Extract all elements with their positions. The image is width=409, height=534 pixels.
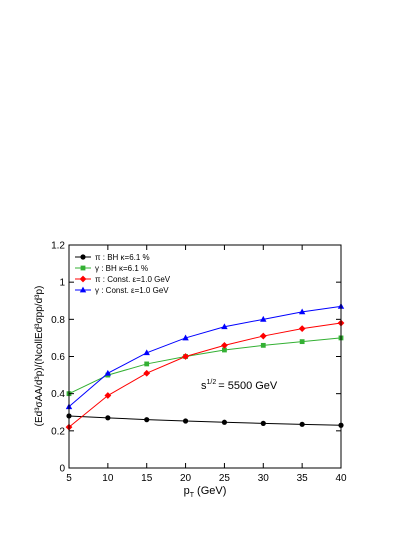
- data-point-s2-1: [104, 392, 112, 399]
- data-point-s0-6: [299, 421, 305, 427]
- data-point-s3-4: [221, 323, 228, 330]
- data-point-s2-6: [298, 325, 306, 333]
- data-point-s1-6: [299, 339, 305, 345]
- y-tick-label: 0.6: [51, 352, 65, 363]
- legend-label-2: π : Const. ε=1.0 GeV: [95, 275, 171, 284]
- legend-marker-0: [80, 254, 86, 260]
- energy-annotation-rest: = 5500 GeV: [218, 380, 278, 392]
- data-point-s1-2: [144, 361, 150, 367]
- series-line-3: [68, 305, 342, 408]
- x-tick-label: 35: [297, 473, 309, 484]
- x-axis-label-sub: T: [190, 492, 195, 499]
- x-tick-label: 20: [180, 473, 192, 484]
- energy-annotation-base: s: [201, 380, 207, 392]
- legend-marker-1: [80, 265, 86, 271]
- x-tick-label: 10: [102, 473, 114, 484]
- legend-label-1: γ : BH κ=6.1 %: [95, 264, 148, 273]
- data-point-s3-6: [298, 308, 306, 315]
- legend-label-3: γ : Const. ε=1.0 GeV: [95, 286, 169, 295]
- data-point-s0-3: [182, 418, 189, 424]
- data-point-s3-2: [143, 349, 150, 356]
- data-point-s2-2: [143, 369, 151, 377]
- series-line-1: [68, 337, 342, 395]
- y-tick-label: 0.2: [51, 426, 65, 437]
- legend-marker-2: [79, 275, 87, 283]
- x-tick-label: 30: [258, 473, 270, 484]
- data-point-s2-4: [221, 341, 228, 349]
- y-tick-label: 0.4: [51, 389, 65, 400]
- y-axis-label: (Ed³σAA/d³p)/(NcollEd³σpp/d³p): [34, 286, 45, 427]
- data-point-s2-3: [182, 353, 189, 360]
- x-axis-label-rest: (GeV): [194, 485, 226, 497]
- data-point-s1-4: [222, 347, 227, 353]
- y-tick-label: 0: [59, 464, 65, 475]
- x-tick-label: 5: [66, 473, 72, 484]
- y-tick-label: 0.8: [51, 315, 65, 326]
- data-point-s0-1: [105, 415, 111, 421]
- data-point-s0-5: [260, 420, 266, 426]
- data-point-s0-4: [221, 419, 228, 425]
- legend-marker-3: [79, 286, 87, 293]
- data-point-s3-3: [182, 334, 189, 341]
- legend-label-0: π : BH κ=6.1 %: [95, 253, 150, 262]
- x-axis-label-main: p: [184, 485, 190, 497]
- y-tick-label: 1: [59, 278, 65, 289]
- data-point-s0-2: [144, 417, 150, 423]
- data-point-s3-1: [104, 369, 112, 376]
- x-axis-label: pT (GeV): [184, 485, 227, 499]
- energy-annotation-sup: 1/2: [207, 379, 217, 386]
- energy-annotation: s1/2 = 5500 GeV: [201, 379, 278, 392]
- y-tick-label: 1.2: [51, 241, 65, 252]
- data-point-s3-5: [260, 315, 267, 322]
- data-point-s1-5: [260, 342, 266, 348]
- x-tick-label: 40: [335, 473, 347, 484]
- x-tick-label: 15: [141, 473, 153, 484]
- x-tick-label: 25: [219, 473, 231, 484]
- series-line-0: [68, 415, 342, 426]
- series-line-2: [68, 322, 342, 428]
- data-point-s2-5: [259, 332, 267, 340]
